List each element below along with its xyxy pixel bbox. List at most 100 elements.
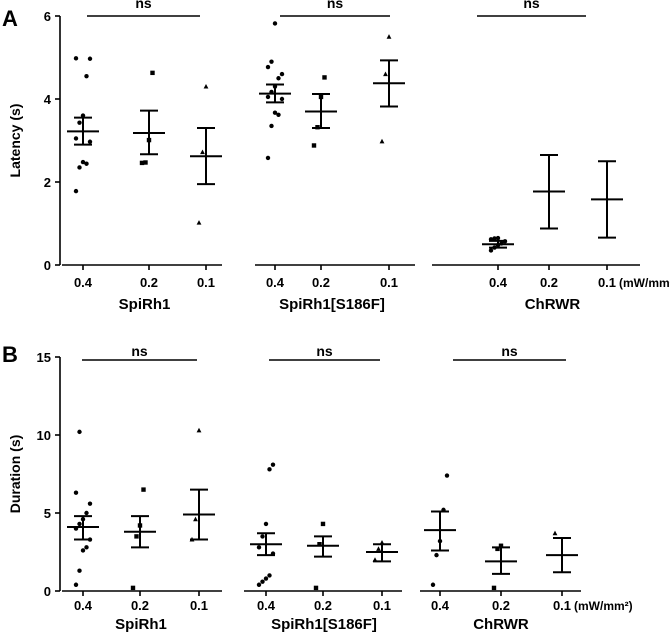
x-tick-label: 0.4 — [431, 598, 450, 613]
x-tick-label: 0.4 — [74, 275, 93, 290]
group-label: SpiRh1[S186F] — [271, 616, 377, 633]
y-tick-label: 15 — [37, 350, 51, 365]
data-point — [263, 576, 269, 581]
data-point — [265, 155, 271, 161]
significance-label: ns — [316, 343, 333, 359]
data-point — [73, 188, 79, 194]
y-tick-label: 4 — [44, 92, 52, 107]
data-point — [552, 530, 558, 536]
data-point — [141, 487, 146, 492]
data-point — [270, 462, 276, 467]
x-tick-label: 0.4 — [257, 598, 276, 613]
data-point — [269, 59, 274, 64]
data-point — [134, 534, 139, 539]
data-point — [430, 582, 436, 587]
data-point — [434, 552, 439, 558]
data-point — [203, 83, 209, 89]
data-point — [73, 136, 79, 141]
data-point — [77, 165, 82, 170]
data-point — [263, 521, 269, 527]
data-point — [84, 545, 89, 550]
data-point — [200, 149, 205, 155]
significance-label: ns — [523, 0, 540, 11]
x-tick-label: 0.1 — [190, 598, 208, 613]
data-point — [84, 510, 89, 516]
unit-label: (mW/mm²) — [619, 276, 670, 290]
data-point — [376, 546, 381, 551]
group-label: ChRWR — [473, 616, 529, 633]
data-point — [150, 70, 155, 76]
data-point — [317, 542, 322, 547]
group-label: ChRWR — [525, 296, 581, 313]
data-point — [87, 139, 93, 144]
data-point — [272, 110, 278, 115]
data-point — [80, 159, 86, 165]
data-point — [84, 161, 89, 166]
y-tick-label: 6 — [44, 9, 51, 24]
x-tick-label: 0.1 — [197, 275, 215, 290]
data-point — [492, 236, 497, 241]
y-tick-label: 5 — [44, 506, 51, 521]
group-label: SpiRh1 — [119, 296, 171, 313]
data-point — [84, 73, 89, 79]
data-point — [260, 534, 265, 539]
data-point — [87, 501, 93, 506]
data-point — [311, 143, 317, 148]
data-point — [279, 71, 285, 77]
data-point — [73, 582, 79, 587]
data-point — [256, 582, 262, 587]
data-point — [495, 235, 501, 241]
x-tick-label: 0.1 — [380, 275, 398, 290]
data-point — [267, 467, 272, 472]
y-axis-title: Duration (s) — [7, 435, 23, 514]
panel-letter: A — [2, 6, 18, 31]
panel-letter: B — [2, 342, 18, 367]
data-point — [73, 56, 79, 61]
y-tick-label: 10 — [37, 428, 51, 443]
significance-label: ns — [135, 0, 152, 11]
x-tick-label: 0.2 — [314, 598, 332, 613]
data-point — [77, 120, 82, 125]
x-tick-label: 0.2 — [312, 275, 330, 290]
data-point — [143, 160, 148, 165]
data-point — [77, 429, 82, 435]
significance-label: ns — [501, 343, 518, 359]
data-point — [193, 516, 198, 522]
data-point — [269, 123, 274, 129]
data-point — [139, 160, 145, 166]
x-tick-label: 0.1 — [553, 598, 571, 613]
x-tick-label: 0.4 — [74, 598, 93, 613]
data-point — [276, 112, 281, 117]
significance-label: ns — [327, 0, 344, 11]
data-point — [73, 490, 79, 495]
data-point — [130, 585, 136, 591]
data-point — [491, 585, 497, 591]
significance-label: ns — [131, 343, 148, 359]
data-point — [276, 76, 281, 81]
x-tick-label: 0.2 — [140, 275, 158, 290]
x-tick-label: 0.1 — [598, 275, 616, 290]
y-tick-label: 2 — [44, 175, 51, 190]
data-point — [322, 75, 327, 80]
data-point — [256, 545, 262, 550]
data-point — [265, 64, 271, 70]
y-tick-label: 0 — [44, 258, 51, 273]
data-point — [260, 579, 265, 584]
group-label: SpiRh1 — [115, 616, 167, 633]
data-point — [196, 427, 202, 433]
group-label: SpiRh1[S186F] — [279, 296, 385, 313]
data-point — [495, 546, 500, 552]
x-tick-label: 0.1 — [373, 598, 391, 613]
y-tick-label: 0 — [44, 584, 51, 599]
data-point — [498, 543, 504, 548]
data-point — [488, 248, 494, 253]
x-tick-label: 0.4 — [489, 275, 508, 290]
x-tick-label: 0.2 — [492, 598, 510, 613]
data-point — [444, 473, 450, 478]
x-tick-label: 0.4 — [266, 275, 285, 290]
data-point — [77, 521, 82, 527]
data-point — [267, 573, 272, 578]
data-point — [265, 94, 271, 100]
x-tick-label: 0.2 — [131, 598, 149, 613]
data-point — [379, 138, 385, 144]
